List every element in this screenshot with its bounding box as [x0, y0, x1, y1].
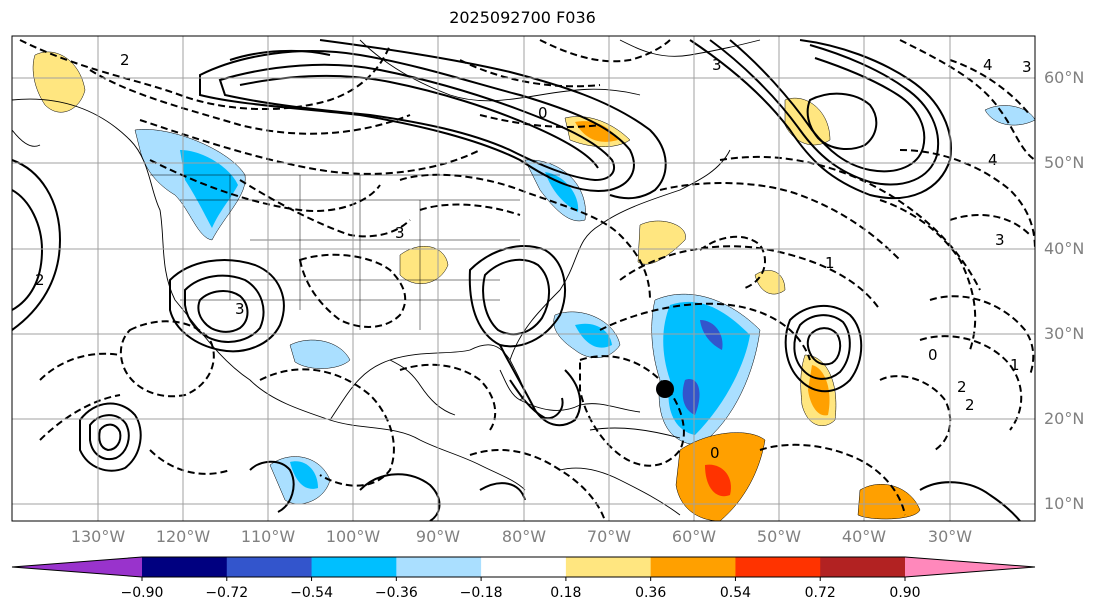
colorbar-tick-label: 0.72 — [804, 585, 836, 601]
contour-labels: 3 3 3 3 2 2 2 0 0 0 1 1 4 4 3 2 — [35, 51, 1032, 462]
latitude-label: 10°N — [1044, 494, 1085, 513]
contour-label: 0 — [928, 346, 938, 364]
colorbar-tick-label: −0.90 — [120, 585, 164, 601]
shade-yellow-texas — [399, 246, 449, 284]
longitude-label: 130°W — [70, 527, 126, 546]
latitude-label: 50°N — [1044, 153, 1085, 172]
positive-contours — [12, 39, 1021, 521]
colorbar-swatch — [142, 557, 228, 577]
contour-label: 2 — [120, 51, 130, 69]
contour-label: 0 — [710, 444, 720, 462]
map-frame — [11, 35, 1036, 522]
colorbar-tick-label: 0.36 — [635, 585, 667, 601]
colorbar-tick-label: 0.54 — [719, 585, 752, 601]
longitude-label: 50°W — [756, 527, 802, 546]
colorbar-swatch — [12, 557, 142, 577]
latitude-label: 40°N — [1044, 239, 1085, 258]
shade-darkblue-central-atlantic-2 — [682, 379, 700, 415]
latitude-label: 60°N — [1044, 68, 1085, 87]
colorbar-swatch — [565, 557, 652, 577]
contour-label: 2 — [35, 271, 45, 289]
colorbar-tick-label: 0.18 — [550, 585, 582, 601]
colorbar-swatch — [735, 557, 821, 577]
shade-blue-gulf — [289, 339, 351, 369]
colorbar — [11, 556, 1036, 581]
colorbar-swatch — [650, 557, 736, 577]
contour-label: 3 — [1022, 58, 1032, 76]
longitude-label: 40°W — [841, 527, 887, 546]
shade-cyan-eastern-pacific — [290, 461, 318, 489]
map-title: 2025092700 F036 — [449, 8, 596, 27]
colorbar-swatch — [481, 557, 567, 577]
shade-yellow-alaska — [32, 51, 86, 113]
storm-center-marker — [656, 380, 674, 398]
colorbar-swatch — [311, 557, 397, 577]
shade-dark-orange-quebec — [575, 121, 618, 142]
longitude-label: 80°W — [501, 527, 547, 546]
contour-label: 4 — [988, 151, 998, 169]
political-boundaries — [150, 174, 560, 330]
colorbar-swatch — [905, 557, 1035, 577]
contour-label: 2 — [965, 396, 975, 414]
shade-cyan-pacific-nw — [180, 150, 238, 228]
contour-label: 3 — [995, 231, 1005, 249]
shade-red-tropics — [705, 464, 731, 497]
longitude-label: 70°W — [586, 527, 632, 546]
colorbar-tick-label: −0.54 — [290, 585, 333, 601]
longitude-label: 30°W — [927, 527, 973, 546]
graticule — [12, 36, 1035, 521]
shade-yellow-atlantic — [637, 220, 686, 265]
contour-label: 2 — [957, 378, 967, 396]
contour-label: 3 — [395, 224, 405, 242]
longitude-label: 90°W — [415, 527, 461, 546]
longitude-label: 100°W — [325, 527, 381, 546]
contour-label: 3 — [235, 300, 245, 318]
shade-darkblue-central-atlantic — [700, 320, 723, 350]
colorbar-swatch — [396, 557, 482, 577]
contour-label: 1 — [825, 254, 835, 272]
latitude-label: 30°N — [1044, 324, 1085, 343]
shade-blue-north-atlantic — [984, 105, 1035, 126]
contour-label: 1 — [1010, 356, 1020, 374]
contour-label: 3 — [712, 56, 722, 74]
shade-cyan-great-lakes — [545, 172, 579, 212]
colorbar-tick-label: −0.36 — [374, 585, 418, 601]
colorbar-tick-label: −0.72 — [205, 585, 249, 601]
contour-label: 0 — [538, 104, 548, 122]
colorbar-swatch — [226, 557, 313, 577]
contour-label: 4 — [983, 56, 993, 74]
longitude-label: 60°W — [671, 527, 717, 546]
shade-yellow-mid-atlantic — [754, 270, 786, 295]
colorbar-tick-label: 0.90 — [889, 585, 921, 601]
longitude-label: 110°W — [240, 527, 296, 546]
colorbar-swatch — [820, 557, 906, 577]
latitude-label: 20°N — [1044, 409, 1085, 428]
longitude-label: 120°W — [155, 527, 211, 546]
colorbar-tick-label: −0.18 — [459, 585, 503, 601]
